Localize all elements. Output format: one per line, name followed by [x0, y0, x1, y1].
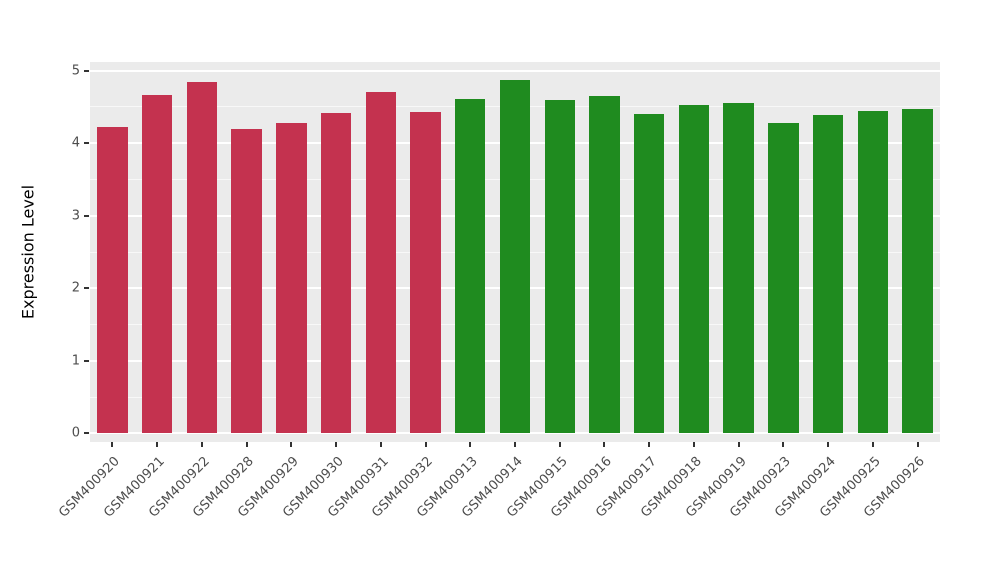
bar-slot — [358, 62, 403, 442]
bar-gsm400918 — [678, 104, 710, 434]
y-tick-mark — [84, 69, 89, 72]
bar-slot — [627, 62, 672, 442]
x-tick-mark — [245, 442, 248, 447]
x-axis-tick-labels: GSM400920 GSM400921 GSM400922 GSM400928 GSM4… — [56, 450, 940, 560]
x-tick-mark — [558, 442, 561, 447]
y-tick-label: 0 — [71, 425, 80, 441]
x-label-slot: GSM400926 — [862, 450, 940, 560]
bar-gsm400931 — [365, 91, 396, 434]
bar-gsm400920 — [97, 127, 128, 434]
x-tick-mark — [424, 442, 427, 447]
y-tick-label: 2 — [71, 280, 80, 296]
bar-slot — [179, 62, 224, 442]
x-tick-mark — [782, 442, 785, 447]
x-tick-mark — [514, 442, 516, 447]
bar-slot — [90, 62, 135, 442]
y-tick-mark — [84, 432, 89, 435]
bar-slot — [224, 62, 269, 442]
major-gridline — [90, 69, 940, 72]
bar-gsm400921 — [141, 95, 173, 434]
x-tick-mark — [827, 442, 830, 447]
bar-slot — [537, 62, 582, 442]
bars-container — [90, 62, 940, 442]
x-tick-mark — [871, 442, 874, 447]
x-tick-mark — [692, 442, 695, 447]
bar-gsm400916 — [589, 96, 620, 434]
bar-slot — [806, 62, 851, 442]
x-tick-mark — [648, 442, 651, 447]
y-axis-ticks — [84, 62, 90, 442]
bar-slot — [716, 62, 761, 442]
y-tick-label: 1 — [71, 353, 80, 369]
bar-gsm400924 — [812, 114, 844, 434]
bar-slot — [895, 62, 940, 442]
bar-gsm400915 — [544, 100, 575, 434]
y-tick-mark — [84, 287, 89, 290]
bar-gsm400919 — [723, 103, 754, 434]
bar-slot — [403, 62, 448, 442]
bar-gsm400930 — [320, 112, 352, 434]
bar-gsm400928 — [231, 128, 262, 434]
bar-slot — [448, 62, 493, 442]
y-tick-label: 4 — [71, 135, 80, 151]
y-tick-mark — [84, 214, 89, 217]
bar-slot — [672, 62, 717, 442]
bar-gsm400932 — [410, 112, 441, 434]
bar-slot — [761, 62, 806, 442]
bar-slot — [582, 62, 627, 442]
plot-panel — [90, 62, 940, 442]
x-tick-mark — [111, 442, 114, 447]
y-tick-label: 5 — [71, 63, 80, 79]
x-tick-mark — [290, 442, 293, 447]
bar-slot — [269, 62, 314, 442]
bar-gsm400929 — [276, 122, 307, 434]
y-tick-label: 3 — [71, 208, 80, 224]
y-axis-tick-labels: 0 1 2 3 4 5 — [0, 62, 80, 442]
x-tick-mark — [379, 442, 382, 447]
bar-gsm400922 — [186, 82, 218, 434]
x-tick-mark — [737, 442, 740, 447]
bar-gsm400914 — [499, 80, 531, 434]
y-tick-mark — [84, 142, 89, 145]
bar-slot — [851, 62, 896, 442]
x-tick-mark — [469, 442, 472, 447]
bar-gsm400923 — [768, 122, 799, 434]
bar-gsm400913 — [455, 99, 486, 434]
x-tick-mark — [200, 442, 203, 447]
major-gridline — [90, 432, 940, 435]
x-tick-mark — [603, 442, 606, 447]
bar-gsm400926 — [902, 109, 933, 434]
x-tick-mark — [335, 442, 338, 447]
bar-gsm400917 — [633, 114, 665, 434]
x-tick-mark — [156, 442, 159, 447]
bar-slot — [135, 62, 180, 442]
y-tick-mark — [84, 359, 89, 362]
x-axis-ticks — [90, 442, 940, 448]
x-tick-mark — [916, 442, 919, 447]
bar-slot — [493, 62, 538, 442]
bar-gsm400925 — [857, 111, 889, 434]
bar-slot — [314, 62, 359, 442]
